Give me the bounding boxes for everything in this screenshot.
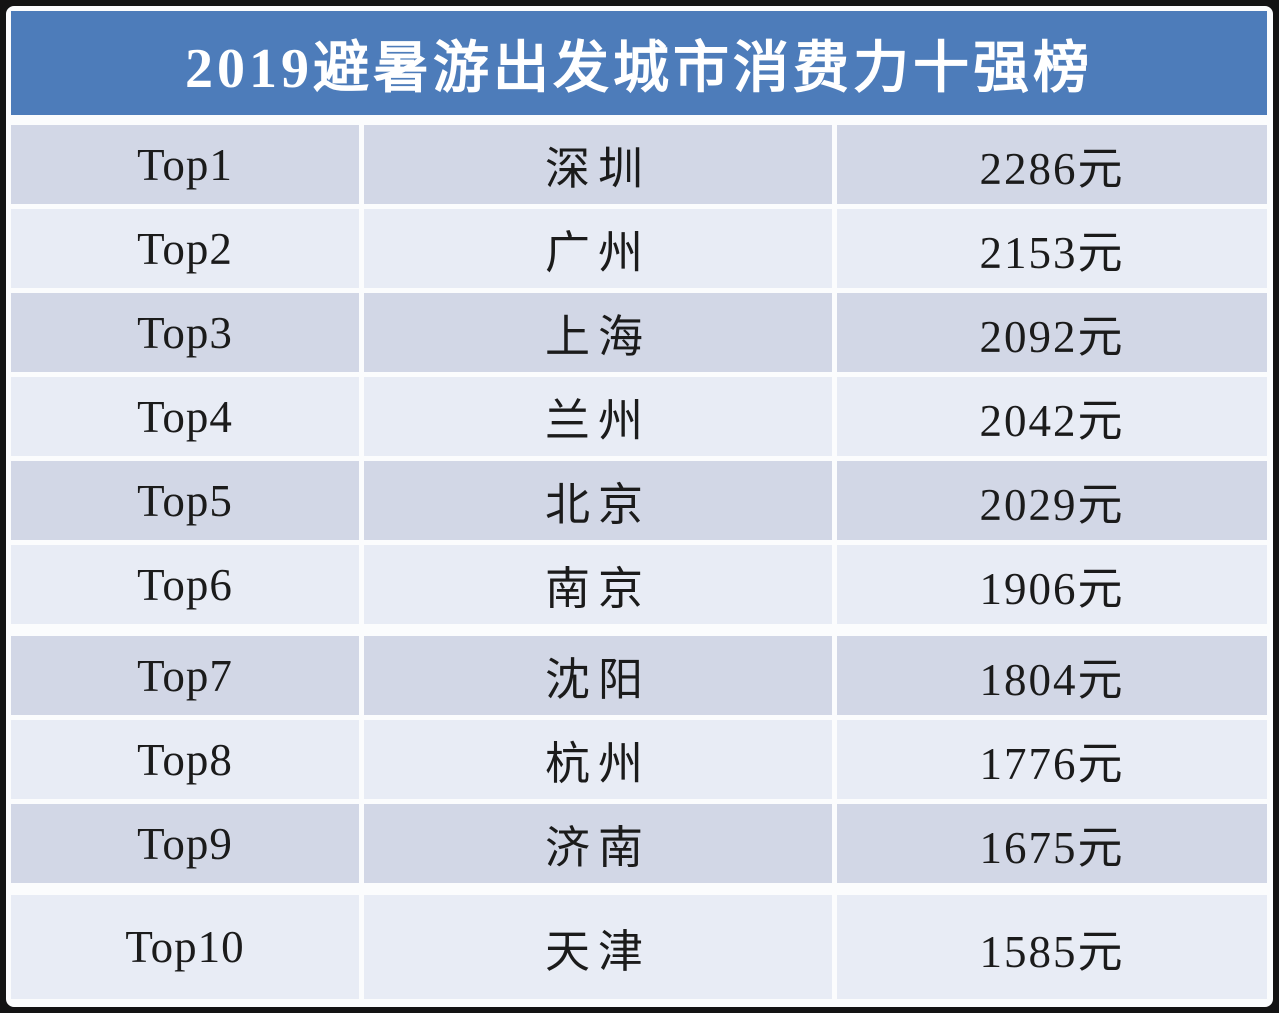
page-title: 2019避暑游出发城市消费力十强榜 <box>185 37 1093 100</box>
city-cell: 沈阳 <box>364 636 832 715</box>
value-cell: 1675元 <box>837 804 1267 883</box>
city-cell: 深圳 <box>364 125 832 204</box>
city-cell: 济南 <box>364 804 832 883</box>
city-cell: 上海 <box>364 293 832 372</box>
value-cell: 2042元 <box>837 377 1267 456</box>
title-banner: 2019避暑游出发城市消费力十强榜 <box>11 11 1267 115</box>
value-cell: 1906元 <box>837 545 1267 624</box>
value-cell: 2029元 <box>837 461 1267 540</box>
rank-cell: Top1 <box>11 125 359 204</box>
table-row: Top10 天津 1585元 <box>11 895 1267 999</box>
city-cell: 北京 <box>364 461 832 540</box>
rank-cell: Top6 <box>11 545 359 624</box>
rank-cell: Top3 <box>11 293 359 372</box>
rank-cell: Top9 <box>11 804 359 883</box>
table-row: Top6 南京 1906元 <box>11 545 1267 624</box>
table-row: Top8 杭州 1776元 <box>11 720 1267 799</box>
value-cell: 1776元 <box>837 720 1267 799</box>
rank-cell: Top4 <box>11 377 359 456</box>
table-row: Top2 广州 2153元 <box>11 209 1267 288</box>
city-cell: 广州 <box>364 209 832 288</box>
value-cell: 1585元 <box>837 895 1267 999</box>
city-cell: 南京 <box>364 545 832 624</box>
city-cell: 杭州 <box>364 720 832 799</box>
table-row: Top7 沈阳 1804元 <box>11 636 1267 715</box>
rank-cell: Top10 <box>11 895 359 999</box>
city-cell: 天津 <box>364 895 832 999</box>
table-row: Top9 济南 1675元 <box>11 804 1267 883</box>
value-cell: 2286元 <box>837 125 1267 204</box>
rank-cell: Top5 <box>11 461 359 540</box>
ranking-table: Top1 深圳 2286元 Top2 广州 2153元 Top3 上海 2092… <box>11 125 1267 999</box>
table-row: Top5 北京 2029元 <box>11 461 1267 540</box>
city-cell: 兰州 <box>364 377 832 456</box>
rank-cell: Top7 <box>11 636 359 715</box>
table-row: Top1 深圳 2286元 <box>11 125 1267 204</box>
value-cell: 1804元 <box>837 636 1267 715</box>
value-cell: 2092元 <box>837 293 1267 372</box>
rank-cell: Top2 <box>11 209 359 288</box>
table-row: Top3 上海 2092元 <box>11 293 1267 372</box>
rank-cell: Top8 <box>11 720 359 799</box>
value-cell: 2153元 <box>837 209 1267 288</box>
table-row: Top4 兰州 2042元 <box>11 377 1267 456</box>
